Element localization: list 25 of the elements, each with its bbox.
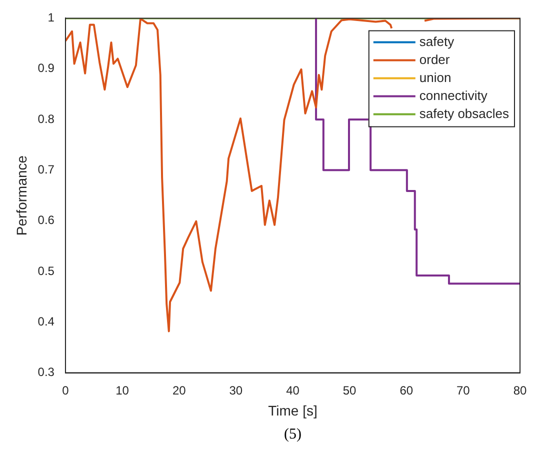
y-tick-label: 0.5 (38, 264, 55, 278)
y-tick-label: 0.4 (38, 314, 55, 328)
legend-label: safety obsacles (419, 106, 510, 121)
x-axis-title: Time [s] (268, 402, 318, 418)
y-tick-label: 0.3 (38, 365, 55, 380)
y-tick-label: 0.7 (38, 162, 55, 176)
legend-label: union (419, 70, 452, 85)
legend-label: safety (419, 34, 455, 49)
x-tick-label: 0 (62, 383, 70, 398)
legend-label: connectivity (419, 88, 488, 103)
x-tick-label: 70 (456, 383, 470, 398)
x-tick-label: 30 (229, 383, 243, 398)
y-tick-label: 0.6 (38, 213, 55, 228)
y-axis-title: Performance (13, 155, 30, 236)
y-tick-label: 0.8 (38, 112, 55, 126)
legend-label: order (419, 52, 450, 67)
y-tick-label: 0.9 (38, 61, 55, 76)
y-tick-label: 1 (48, 10, 55, 25)
text: (5) (284, 426, 302, 442)
x-tick-label: 60 (400, 383, 414, 398)
x-tick-label: 20 (172, 383, 186, 398)
x-tick-label: 10 (116, 383, 130, 398)
x-tick-label: 50 (342, 383, 357, 398)
x-tick-label: 80 (513, 383, 527, 398)
x-tick-label: 40 (286, 383, 300, 398)
